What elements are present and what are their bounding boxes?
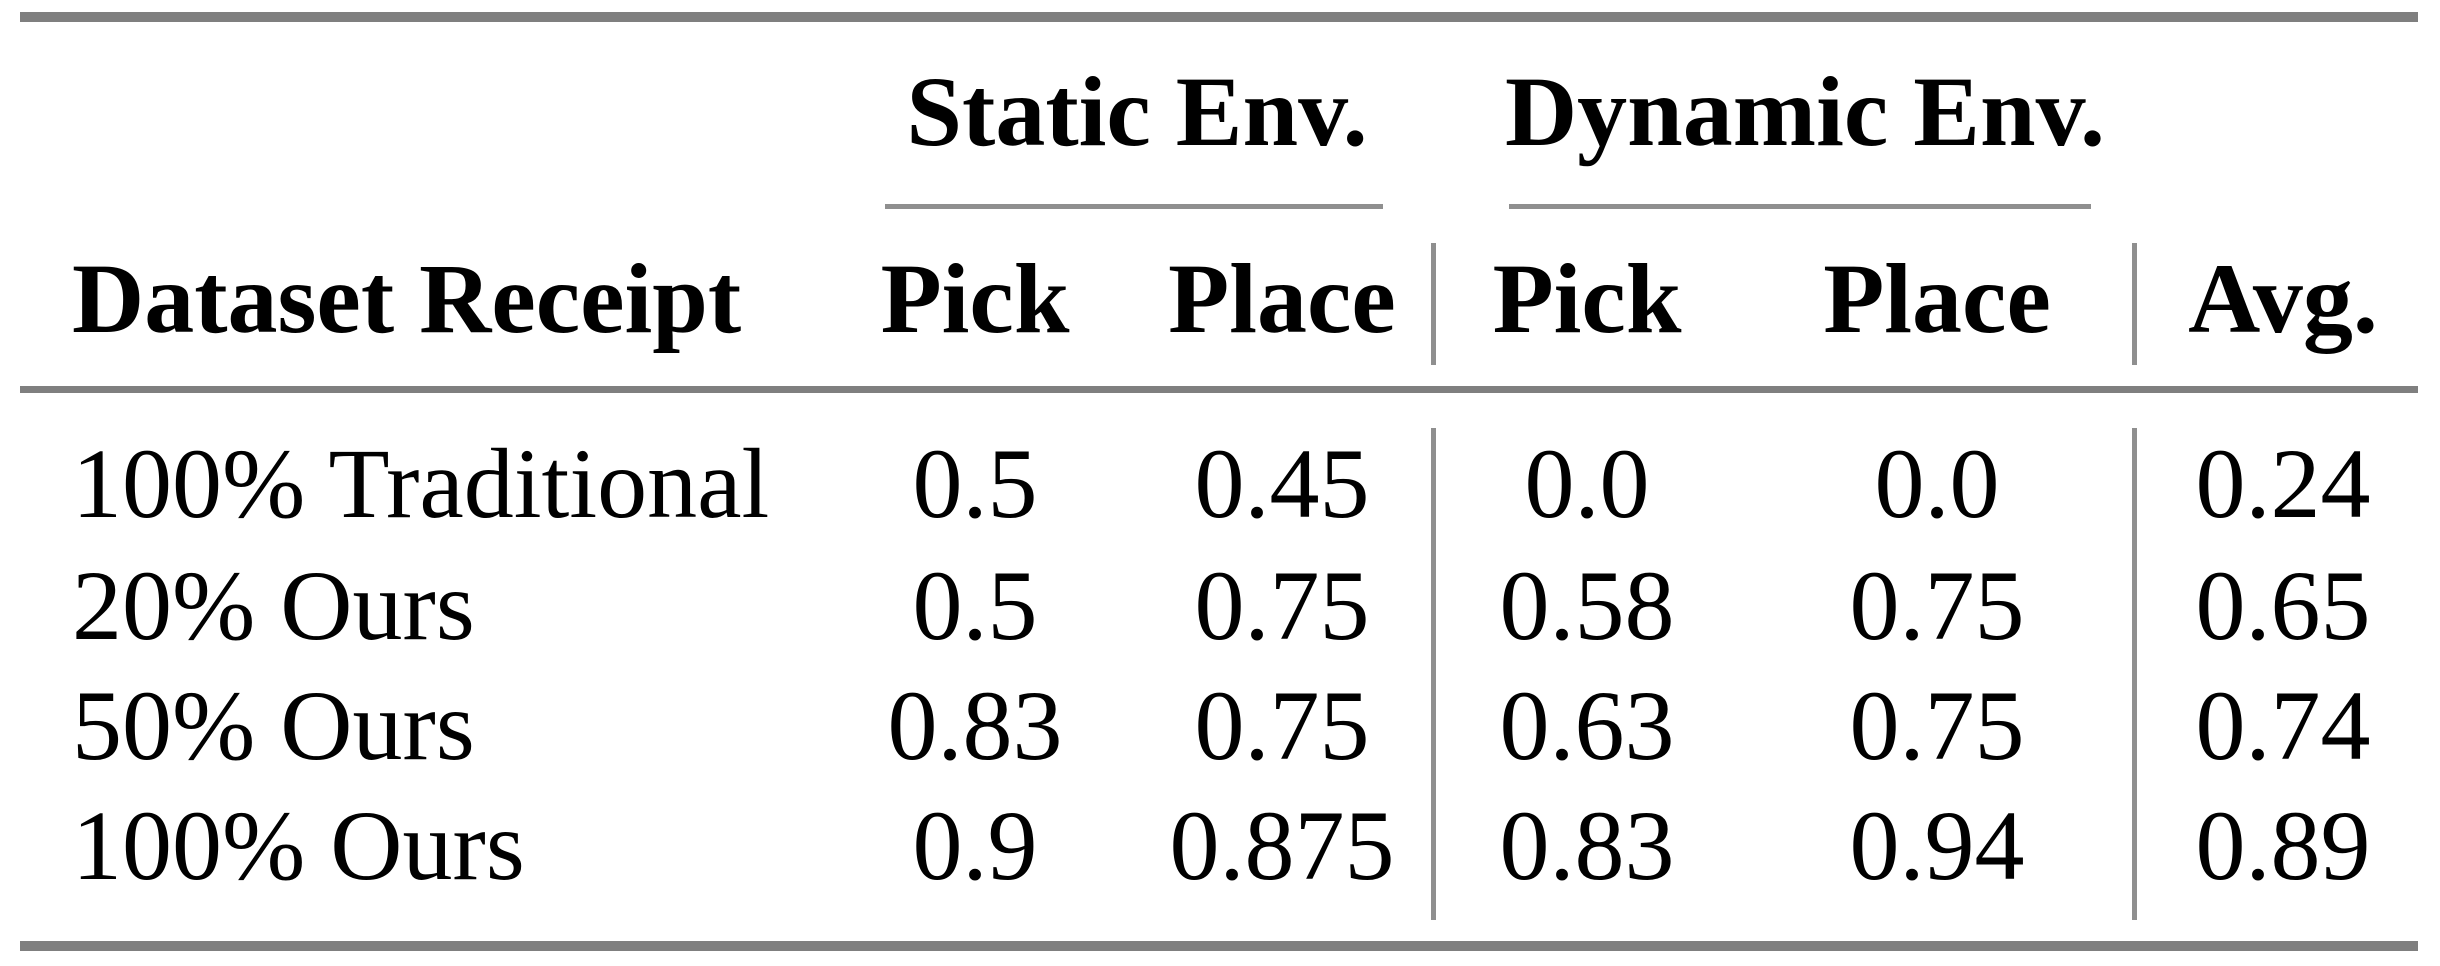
- results-table: Static Env. Dynamic Env. Dataset Receipt…: [20, 22, 2418, 941]
- cell-dynamic-pick: 0.58: [1499, 549, 1675, 661]
- column-separator-static-dynamic: [1431, 243, 1436, 365]
- cell-dynamic-pick: 0.0: [1524, 427, 1650, 539]
- column-header-static-place: Place: [1168, 242, 1396, 354]
- table-row: 100% Traditional 0.5 0.45 0.0 0.0 0.24: [20, 393, 2418, 545]
- column-header-static-pick: Pick: [880, 242, 1070, 354]
- column-separator-avg: [2132, 243, 2137, 365]
- cell-dynamic-pick: 0.63: [1499, 669, 1675, 781]
- column-header-dynamic-pick: Pick: [1492, 242, 1682, 354]
- cell-dataset: 50% Ours: [72, 669, 475, 781]
- table-row: 50% Ours 0.83 0.75 0.63 0.75 0.74: [20, 665, 2418, 785]
- group-header-spacer: [2134, 22, 2418, 243]
- cell-static-pick: 0.5: [912, 549, 1038, 661]
- cell-avg: 0.74: [2195, 669, 2371, 781]
- cell-static-place: 0.45: [1194, 427, 1370, 539]
- group-header-row: Static Env. Dynamic Env.: [20, 22, 2418, 243]
- column-header-avg: Avg.: [2188, 242, 2378, 354]
- column-header-dynamic-place: Place: [1823, 242, 2051, 354]
- header-body-separator-rule: [20, 386, 2418, 393]
- group-header-static-env: Static Env.: [906, 56, 1368, 167]
- cell-dataset: 100% Ours: [72, 789, 525, 901]
- cell-static-place: 0.75: [1194, 669, 1370, 781]
- column-header-dataset-receipt: Dataset Receipt: [72, 242, 742, 354]
- cell-dynamic-place: 0.0: [1874, 427, 2000, 539]
- cell-dataset: 20% Ours: [72, 549, 475, 661]
- table-row: 100% Ours 0.9 0.875 0.83 0.94 0.89: [20, 785, 2418, 941]
- top-rule: [20, 12, 2418, 22]
- dynamic-env-underline: [1509, 204, 2091, 209]
- column-header-row: Dataset Receipt Pick Place Pick Place Av…: [20, 243, 2418, 393]
- cell-dynamic-place: 0.75: [1849, 669, 2025, 781]
- cell-dataset: 100% Traditional: [72, 427, 770, 539]
- table-row: 20% Ours 0.5 0.75 0.58 0.75 0.65: [20, 545, 2418, 665]
- cell-avg: 0.24: [2195, 427, 2371, 539]
- cell-static-pick: 0.83: [887, 669, 1063, 781]
- cell-static-place: 0.75: [1194, 549, 1370, 661]
- column-separator-static-dynamic: [1431, 428, 1436, 920]
- column-separator-avg: [2132, 428, 2137, 920]
- cell-dynamic-place: 0.94: [1849, 789, 2025, 901]
- cell-dynamic-pick: 0.83: [1499, 789, 1675, 901]
- cell-dynamic-place: 0.75: [1849, 549, 2025, 661]
- cell-static-place: 0.875: [1169, 789, 1395, 901]
- group-header-spacer: [20, 22, 880, 243]
- cell-avg: 0.89: [2195, 789, 2371, 901]
- static-env-underline: [885, 204, 1383, 209]
- cell-static-pick: 0.5: [912, 427, 1038, 539]
- group-header-dynamic-env: Dynamic Env.: [1504, 56, 2106, 167]
- cell-avg: 0.65: [2195, 549, 2371, 661]
- cell-static-pick: 0.9: [912, 789, 1038, 901]
- bottom-rule: [20, 941, 2418, 951]
